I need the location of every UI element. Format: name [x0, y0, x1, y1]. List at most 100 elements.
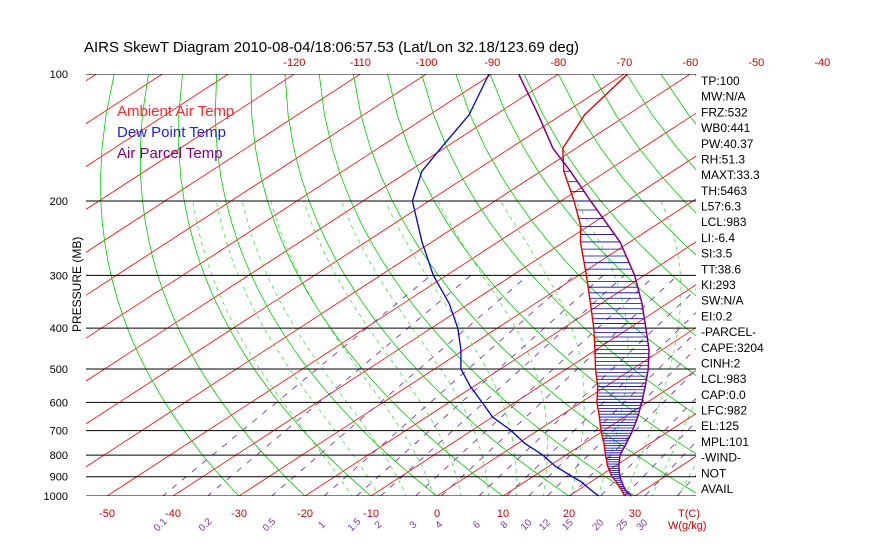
dry-adiabat-line: [866, 74, 870, 505]
legend-item: Dew Point Temp: [117, 124, 226, 141]
index-label: TH:5463: [701, 184, 747, 198]
index-label: -WIND-: [701, 451, 741, 465]
index-label: LCL:983: [701, 372, 747, 386]
pressure-tick-label: 300: [50, 270, 68, 282]
dry-adiabat-line: [832, 74, 870, 505]
isotherm-line: [86, 74, 230, 167]
mixing-ratio-line: [379, 275, 625, 496]
grid-clip: [86, 65, 870, 505]
mixing-ratio-line: [270, 275, 529, 496]
isotherm-line: [568, 412, 696, 496]
dry-adiabat-line: [797, 74, 870, 505]
index-label: WB0:441: [701, 121, 751, 135]
mixing-ratio-line: [644, 441, 696, 496]
mixing-axis-label: W(g/kg): [668, 520, 707, 532]
temp-tick-top: -50: [748, 57, 764, 69]
temp-tick-top: -120: [283, 57, 305, 69]
dry-adiabat-line: [455, 74, 696, 376]
index-label: MW:N/A: [701, 90, 745, 104]
mixing-ratio-label: 10: [519, 517, 535, 533]
moist-adiabat-line: [215, 200, 380, 496]
moist-adiabat-line: [241, 200, 407, 496]
pressure-tick-label: 200: [50, 196, 68, 208]
pressure-tick-label: 900: [50, 472, 68, 484]
mixing-ratio-label: 3: [408, 519, 420, 531]
moist-adiabat-line: [500, 200, 585, 496]
y-axis-label: PRESSURE (MB): [70, 237, 84, 332]
profiles: [411, 73, 650, 497]
index-label: MAXT:33.3: [701, 168, 760, 182]
dew-point-line: [411, 73, 600, 497]
cape-hatching: [563, 170, 649, 495]
index-label: SW:N/A: [701, 294, 743, 308]
isotherm-line: [86, 74, 98, 82]
mixing-ratio-label: 4: [433, 519, 445, 531]
isotherm-line: [86, 74, 692, 468]
moist-adiabat-line: [384, 200, 517, 496]
index-label: LFC:982: [701, 404, 747, 418]
index-label: PW:40.37: [701, 137, 754, 151]
moist-adiabat-line: [437, 200, 548, 496]
grid-lines: [86, 65, 870, 505]
moist-adiabat-line: [340, 200, 490, 496]
mixing-ratio-line: [676, 474, 696, 496]
pressure-tick-label: 700: [50, 426, 68, 438]
parcel-temp-line: [518, 73, 650, 497]
isotherm-line: [304, 241, 696, 496]
dry-adiabat-line: [421, 74, 696, 416]
mixing-ratio-label: 20: [591, 517, 607, 533]
mixing-ratio-label: 2: [373, 519, 385, 531]
dry-adiabat-line: [284, 74, 570, 496]
index-label: KI:293: [701, 278, 736, 292]
index-label: FRZ:532: [701, 105, 748, 119]
isotherm-line: [86, 74, 494, 339]
moist-adiabat-line: [270, 200, 435, 496]
temp-tick-top: -80: [550, 57, 566, 69]
mixing-ratio-label: 1: [316, 519, 328, 531]
mixing-ratio-line: [506, 312, 696, 496]
temp-tick-bottom: 10: [497, 508, 509, 520]
dry-adiabat-line: [523, 74, 696, 297]
dry-adiabat-line: [100, 74, 240, 496]
isotherm-line: [172, 155, 696, 496]
index-label: -PARCEL-: [701, 325, 756, 339]
moist-adiabat-line: [624, 200, 682, 496]
temp-tick-top: -90: [484, 57, 500, 69]
temp-tick-top: -100: [415, 57, 437, 69]
index-label: EL:125: [701, 419, 739, 433]
dry-adiabat-line: [139, 74, 306, 496]
index-label: LCL:983: [701, 215, 747, 229]
isotherm-line: [86, 74, 362, 253]
index-label: SI:3.5: [701, 247, 733, 261]
dry-adiabat-line: [489, 74, 696, 337]
mixing-ratio-label: 1.5: [346, 516, 364, 534]
mixing-ratio-line: [569, 368, 696, 496]
temp-tick-bottom: -40: [165, 508, 181, 520]
isotherm-line: [753, 65, 870, 505]
mixing-ratio-line: [546, 347, 696, 496]
mixing-ratio-line: [599, 397, 696, 496]
mixing-ratio-line: [528, 331, 696, 496]
index-label: RH:51.3: [701, 152, 745, 166]
dry-adiabat-line: [250, 74, 504, 496]
moist-adiabat-line: [651, 398, 696, 496]
index-label: LI:-6.4: [701, 231, 735, 245]
legend: Ambient Air Temp Dew Point Temp Air Parcel…: [117, 103, 234, 162]
mixing-ratio-line: [356, 275, 604, 496]
mixing-ratio-line: [323, 275, 575, 496]
pressure-tick-label: 1000: [44, 491, 68, 503]
mixing-ratio-line: [162, 274, 432, 496]
isotherm-line: [370, 284, 696, 496]
chart-title: AIRS SkewT Diagram 2010-08-04/18:06:57.5…: [84, 39, 579, 56]
dry-adiabat-line: [318, 74, 636, 496]
temp-tick-bottom: 0: [434, 508, 440, 520]
mixing-ratio-line: [206, 275, 472, 496]
isotherm-line: [86, 74, 296, 210]
isotherm-line: [86, 74, 428, 296]
ambient-temp-line: [562, 73, 629, 497]
dry-adiabat-line: [178, 74, 372, 496]
mixing-ratio-label: 0.2: [197, 516, 215, 534]
